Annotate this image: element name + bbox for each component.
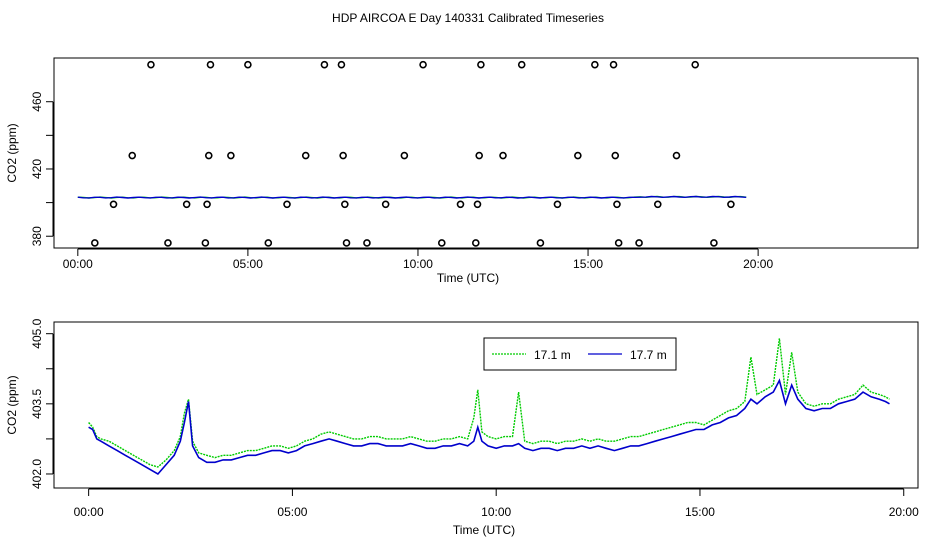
data-point <box>456 200 465 209</box>
data-point <box>477 60 485 69</box>
data-point <box>128 151 137 160</box>
data-point <box>691 60 699 69</box>
data-point <box>437 239 446 247</box>
data-point <box>499 151 507 160</box>
data-point <box>320 60 329 69</box>
data-point <box>591 60 599 69</box>
data-point <box>611 151 620 160</box>
data-point <box>653 200 662 209</box>
legend-label-17-7m: 17.7 m <box>630 348 667 362</box>
bottom-x-tick-label: 20:00 <box>889 505 919 519</box>
data-point <box>609 60 618 69</box>
data-point <box>244 60 252 69</box>
bottom-y-tick-label: 405.0 <box>30 318 44 348</box>
data-point <box>301 151 310 160</box>
data-point <box>164 239 172 247</box>
bottom-panel-frame <box>53 321 919 489</box>
data-point <box>109 200 118 209</box>
top-x-tick-label: 10:00 <box>403 257 433 271</box>
data-point <box>710 239 718 247</box>
data-point <box>614 239 623 247</box>
bottom-y-tick-label: 403.5 <box>30 388 44 418</box>
data-point <box>536 239 545 247</box>
top-x-tick-label: 20:00 <box>743 257 773 271</box>
data-point <box>264 239 273 247</box>
data-point <box>341 200 349 209</box>
data-point <box>342 239 351 247</box>
data-point <box>517 60 526 69</box>
data-point <box>91 239 99 247</box>
top-y-axis-label: CO2 (ppm) <box>5 123 19 182</box>
bottom-y-axis: 402.0 403.5 405.0 <box>30 318 54 489</box>
bottom-panel: 402.0 403.5 405.0 00:00 05:00 10:00 15:00 20:0… <box>5 318 919 537</box>
data-point <box>672 151 681 160</box>
data-point <box>339 151 347 160</box>
top-x-axis: 00:00 05:00 10:00 15:00 20:00 <box>63 248 773 271</box>
data-point <box>471 239 480 247</box>
data-point <box>337 60 346 69</box>
legend-box <box>483 337 677 371</box>
top-panel-marks <box>77 60 747 247</box>
bottom-x-tick-label: 15:00 <box>685 505 715 519</box>
top-panel-frame <box>53 57 919 249</box>
data-point <box>635 239 643 247</box>
data-point <box>203 200 211 209</box>
series-17-7m-line <box>88 378 890 476</box>
data-point <box>400 151 409 160</box>
data-point <box>147 60 155 69</box>
data-point <box>475 151 483 160</box>
top-y-tick-label: 420 <box>30 159 44 179</box>
data-point <box>419 60 427 69</box>
bottom-x-tick-label: 10:00 <box>481 505 511 519</box>
data-point <box>381 200 390 209</box>
bottom-x-tick-label: 05:00 <box>277 505 307 519</box>
top-x-axis-label: Time (UTC) <box>437 271 499 285</box>
data-point <box>206 60 215 69</box>
data-point <box>204 151 213 160</box>
top-panel: 380 420 460 00:00 05:00 10:00 15:00 20:00 Time… <box>5 57 919 285</box>
bottom-panel-marks <box>88 338 890 476</box>
data-point <box>363 239 371 247</box>
top-y-tick-label: 380 <box>30 226 44 246</box>
data-point <box>283 200 291 209</box>
data-point <box>182 200 191 209</box>
bottom-x-tick-label: 00:00 <box>74 505 104 519</box>
top-series-17-7m-line <box>77 195 747 199</box>
top-y-axis: 380 420 460 <box>30 91 54 246</box>
data-point <box>473 200 482 209</box>
top-y-tick-label: 460 <box>30 91 44 111</box>
top-x-tick-label: 05:00 <box>233 257 263 271</box>
top-x-tick-label: 00:00 <box>63 257 93 271</box>
data-point <box>574 151 582 160</box>
data-point <box>613 200 621 209</box>
legend: 17.1 m 17.7 m <box>483 337 677 371</box>
bottom-x-axis: 00:00 05:00 10:00 15:00 20:00 <box>74 488 919 519</box>
top-x-tick-label: 15:00 <box>573 257 603 271</box>
bottom-y-tick-label: 402.0 <box>30 459 44 489</box>
data-point <box>227 151 235 160</box>
data-point <box>553 200 562 209</box>
data-point <box>727 200 735 209</box>
bottom-x-axis-label: Time (UTC) <box>453 523 515 537</box>
data-point <box>201 239 210 247</box>
figure-title: HDP AIRCOA E Day 140331 Calibrated Times… <box>332 11 604 25</box>
bottom-y-axis-label: CO2 (ppm) <box>5 375 19 434</box>
series-17-1m-line <box>88 338 890 468</box>
legend-label-17-1m: 17.1 m <box>534 348 571 362</box>
